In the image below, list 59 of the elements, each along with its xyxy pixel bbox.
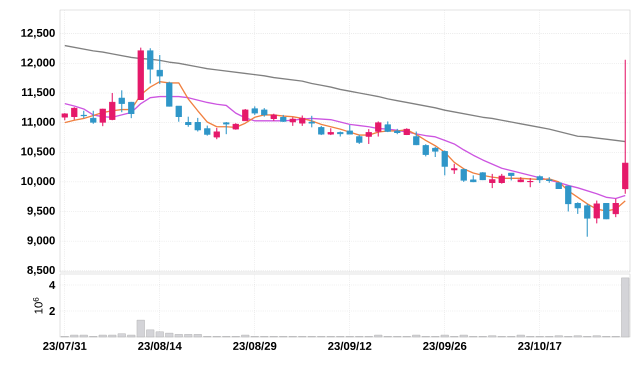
candlestick [422, 144, 429, 157]
candlestick [204, 125, 210, 136]
candlestick [432, 146, 438, 158]
candlestick [498, 173, 505, 184]
candlestick [460, 168, 467, 182]
candlestick [90, 110, 96, 124]
candlestick [223, 121, 230, 135]
y-tick-label: 11,500 [22, 88, 55, 98]
candlestick [328, 128, 334, 136]
x-tick-label: 23/10/17 [518, 342, 562, 350]
candlestick [128, 101, 134, 119]
y-tick-label: 10,000 [21, 177, 55, 187]
y-tick-label: 4 [49, 281, 56, 289]
candlestick [594, 200, 600, 224]
y-tick-label: 12,000 [21, 58, 55, 68]
candlestick [308, 115, 315, 128]
candlestick [603, 202, 610, 220]
candlestick [584, 203, 590, 238]
y-axis-title: 10$^{6}$ [33, 298, 42, 314]
candlestick [442, 150, 448, 176]
x-tick-label: 23/08/29 [233, 342, 276, 350]
candlestick [166, 81, 172, 108]
candlestick [356, 134, 362, 144]
candlestick [375, 120, 382, 138]
candlestick [527, 178, 534, 188]
candlestick [565, 184, 572, 212]
candlestick [71, 106, 78, 120]
x-tick-label: 23/09/12 [328, 342, 372, 350]
candlestick [546, 176, 552, 184]
candlestick [413, 130, 420, 146]
candlestick [299, 114, 306, 126]
candlestick [176, 105, 182, 122]
y-tick-label: 9,500 [27, 206, 55, 216]
y-tick-label: 2 [49, 307, 55, 315]
x-tick-label: 23/08/14 [138, 342, 182, 350]
candlestick [80, 110, 87, 119]
candlestick [574, 202, 581, 214]
candlestick [214, 127, 220, 140]
candlestick [147, 48, 154, 84]
candlestick [100, 108, 106, 127]
candlestick [109, 92, 116, 121]
candlestick [612, 198, 619, 218]
x-tick-label: 23/07/31 [43, 342, 86, 350]
y-tick-label: 11,000 [22, 118, 55, 128]
candlestick [489, 173, 496, 189]
candlestick [194, 117, 201, 132]
candlestick [318, 125, 324, 136]
y-tick-label: 8,500 [27, 266, 55, 276]
candlestick [242, 108, 248, 122]
candlestick [366, 128, 372, 144]
candlestick [451, 163, 458, 174]
candlestick [118, 90, 125, 113]
y-tick-label: 9,000 [27, 236, 55, 246]
y-tick-label: 10,500 [21, 147, 55, 158]
x-tick-label: 23/09/26 [423, 342, 466, 350]
candlestick [346, 124, 353, 136]
candlestick [156, 54, 163, 85]
y-tick-label: 12,500 [21, 28, 55, 39]
candlestick [185, 116, 192, 128]
